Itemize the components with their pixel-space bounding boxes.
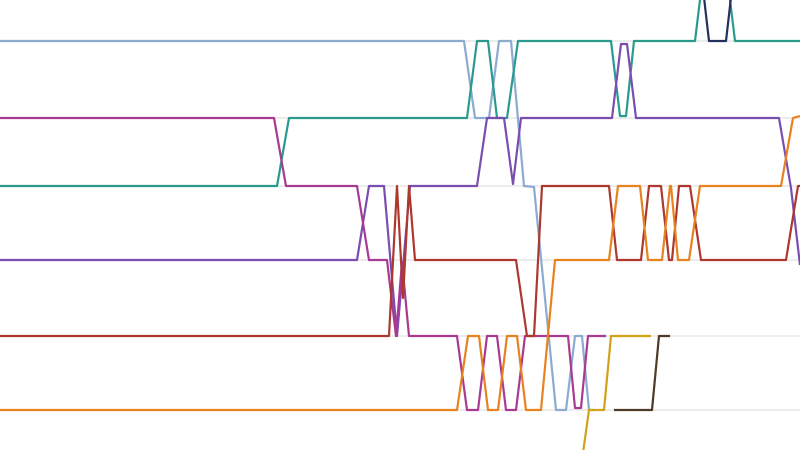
series-line-orange[interactable]	[0, 114, 800, 412]
series-line-navy[interactable]	[702, 0, 733, 43]
series-line-dark-brown[interactable]	[614, 334, 670, 412]
series-line-magenta[interactable]	[0, 116, 606, 412]
series-line-dark-red[interactable]	[0, 184, 800, 338]
series-line-gold[interactable]	[582, 334, 651, 450]
series-line-light-blue[interactable]	[0, 39, 594, 412]
series-line-purple[interactable]	[0, 42, 800, 338]
series-line-teal[interactable]	[0, 0, 800, 188]
